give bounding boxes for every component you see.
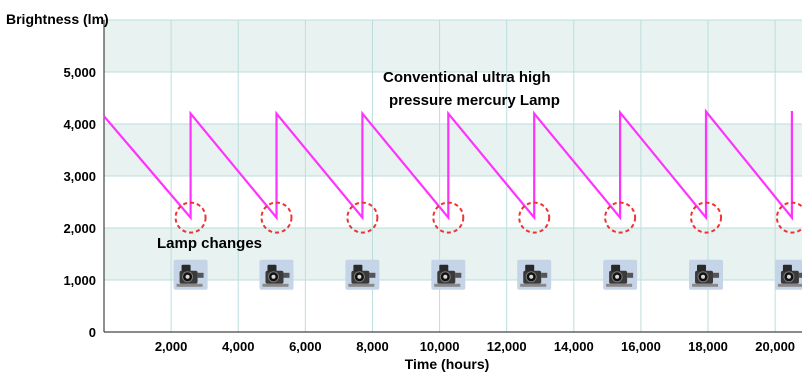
lamp-base (348, 283, 375, 287)
y-tick-label: 4,000 (63, 117, 96, 132)
lamp-change-circle (518, 201, 551, 234)
y-axis-title: Brightness (lm) (6, 11, 109, 27)
x-axis-title: Time (hours) (405, 356, 490, 372)
lamp-connector (798, 272, 802, 278)
series-layer (103, 108, 794, 221)
x-tick-label: 20,000 (755, 339, 795, 354)
lamp-connector (369, 272, 376, 278)
lamp-connector (283, 272, 290, 278)
lamp-icons (173, 259, 802, 290)
lamp-bulb (529, 274, 534, 279)
lamp-change-circle (604, 201, 637, 234)
lamp-bulb (443, 274, 448, 279)
lamp-bulb (185, 274, 190, 279)
lamp-changes-label: Lamp changes (157, 235, 262, 252)
band-top (104, 20, 802, 72)
x-tick-label: 16,000 (621, 339, 661, 354)
y-tick-label: 3,000 (63, 169, 96, 184)
lamp-connector (713, 272, 720, 278)
lamp-bulb (701, 274, 706, 279)
lamp-base (520, 283, 547, 287)
y-tick-label: 2,000 (63, 221, 96, 236)
x-tick-label: 14,000 (554, 339, 594, 354)
lamp-connector (197, 272, 204, 278)
lamp-change-circle (690, 201, 723, 234)
lamp-connector (541, 272, 548, 278)
lamp-bulb (357, 274, 362, 279)
lamp-top (181, 264, 191, 272)
x-tick-label: 2,000 (155, 339, 188, 354)
lamp-change-circle (775, 201, 802, 234)
y-tick-label: 0 (89, 325, 96, 340)
projector-lamp-icon (173, 259, 208, 290)
series-line (103, 108, 794, 221)
lamp-base (176, 283, 203, 287)
x-tick-label: 10,000 (420, 339, 460, 354)
lamp-base (606, 283, 633, 287)
lamp-connector (627, 272, 634, 278)
projector-lamp-icon (345, 259, 380, 290)
lamp-top (267, 264, 277, 272)
y-tick-label: 5,000 (63, 65, 96, 80)
grid-bands (104, 20, 802, 280)
tick-labels: 2,000 4,000 6,000 8,000 10,000 12,000 14,000 16… (63, 65, 795, 354)
series-label-line2: pressure mercury Lamp (389, 92, 560, 109)
band (104, 124, 802, 176)
x-tick-label: 18,000 (688, 339, 728, 354)
projector-lamp-icon (774, 259, 802, 290)
lamp-top (782, 264, 792, 272)
lamp-bulb (615, 274, 620, 279)
projector-lamp-icon (689, 259, 724, 290)
projector-lamp-icon (603, 259, 638, 290)
y-tick-label: 1,000 (63, 273, 96, 288)
lamp-base (434, 283, 461, 287)
lamp-top (353, 264, 363, 272)
lamp-change-circle (346, 201, 379, 234)
lamp-top (611, 264, 621, 272)
lamp-top (697, 264, 707, 272)
x-tick-label: 4,000 (222, 339, 255, 354)
projector-lamp-icon (431, 259, 466, 290)
lamp-change-circle (432, 201, 465, 234)
lamp-bulb (786, 274, 791, 279)
lamp-connector (455, 272, 462, 278)
projector-lamp-icon (259, 259, 294, 290)
lamp-top (439, 264, 449, 272)
x-tick-label: 6,000 (289, 339, 322, 354)
projector-lamp-icon (517, 259, 552, 290)
axes (103, 20, 802, 333)
lamp-change-circle (174, 201, 207, 234)
lamp-change-circle (260, 201, 293, 234)
lamp-change-markers (174, 201, 802, 234)
series-label-line1: Conventional ultra high (383, 69, 551, 86)
lamp-base (777, 283, 802, 287)
x-tick-label: 12,000 (487, 339, 527, 354)
lamp-base (262, 283, 289, 287)
lamp-base (692, 283, 719, 287)
lamp-bulb (271, 274, 276, 279)
x-tick-label: 8,000 (356, 339, 389, 354)
lamp-top (525, 264, 535, 272)
